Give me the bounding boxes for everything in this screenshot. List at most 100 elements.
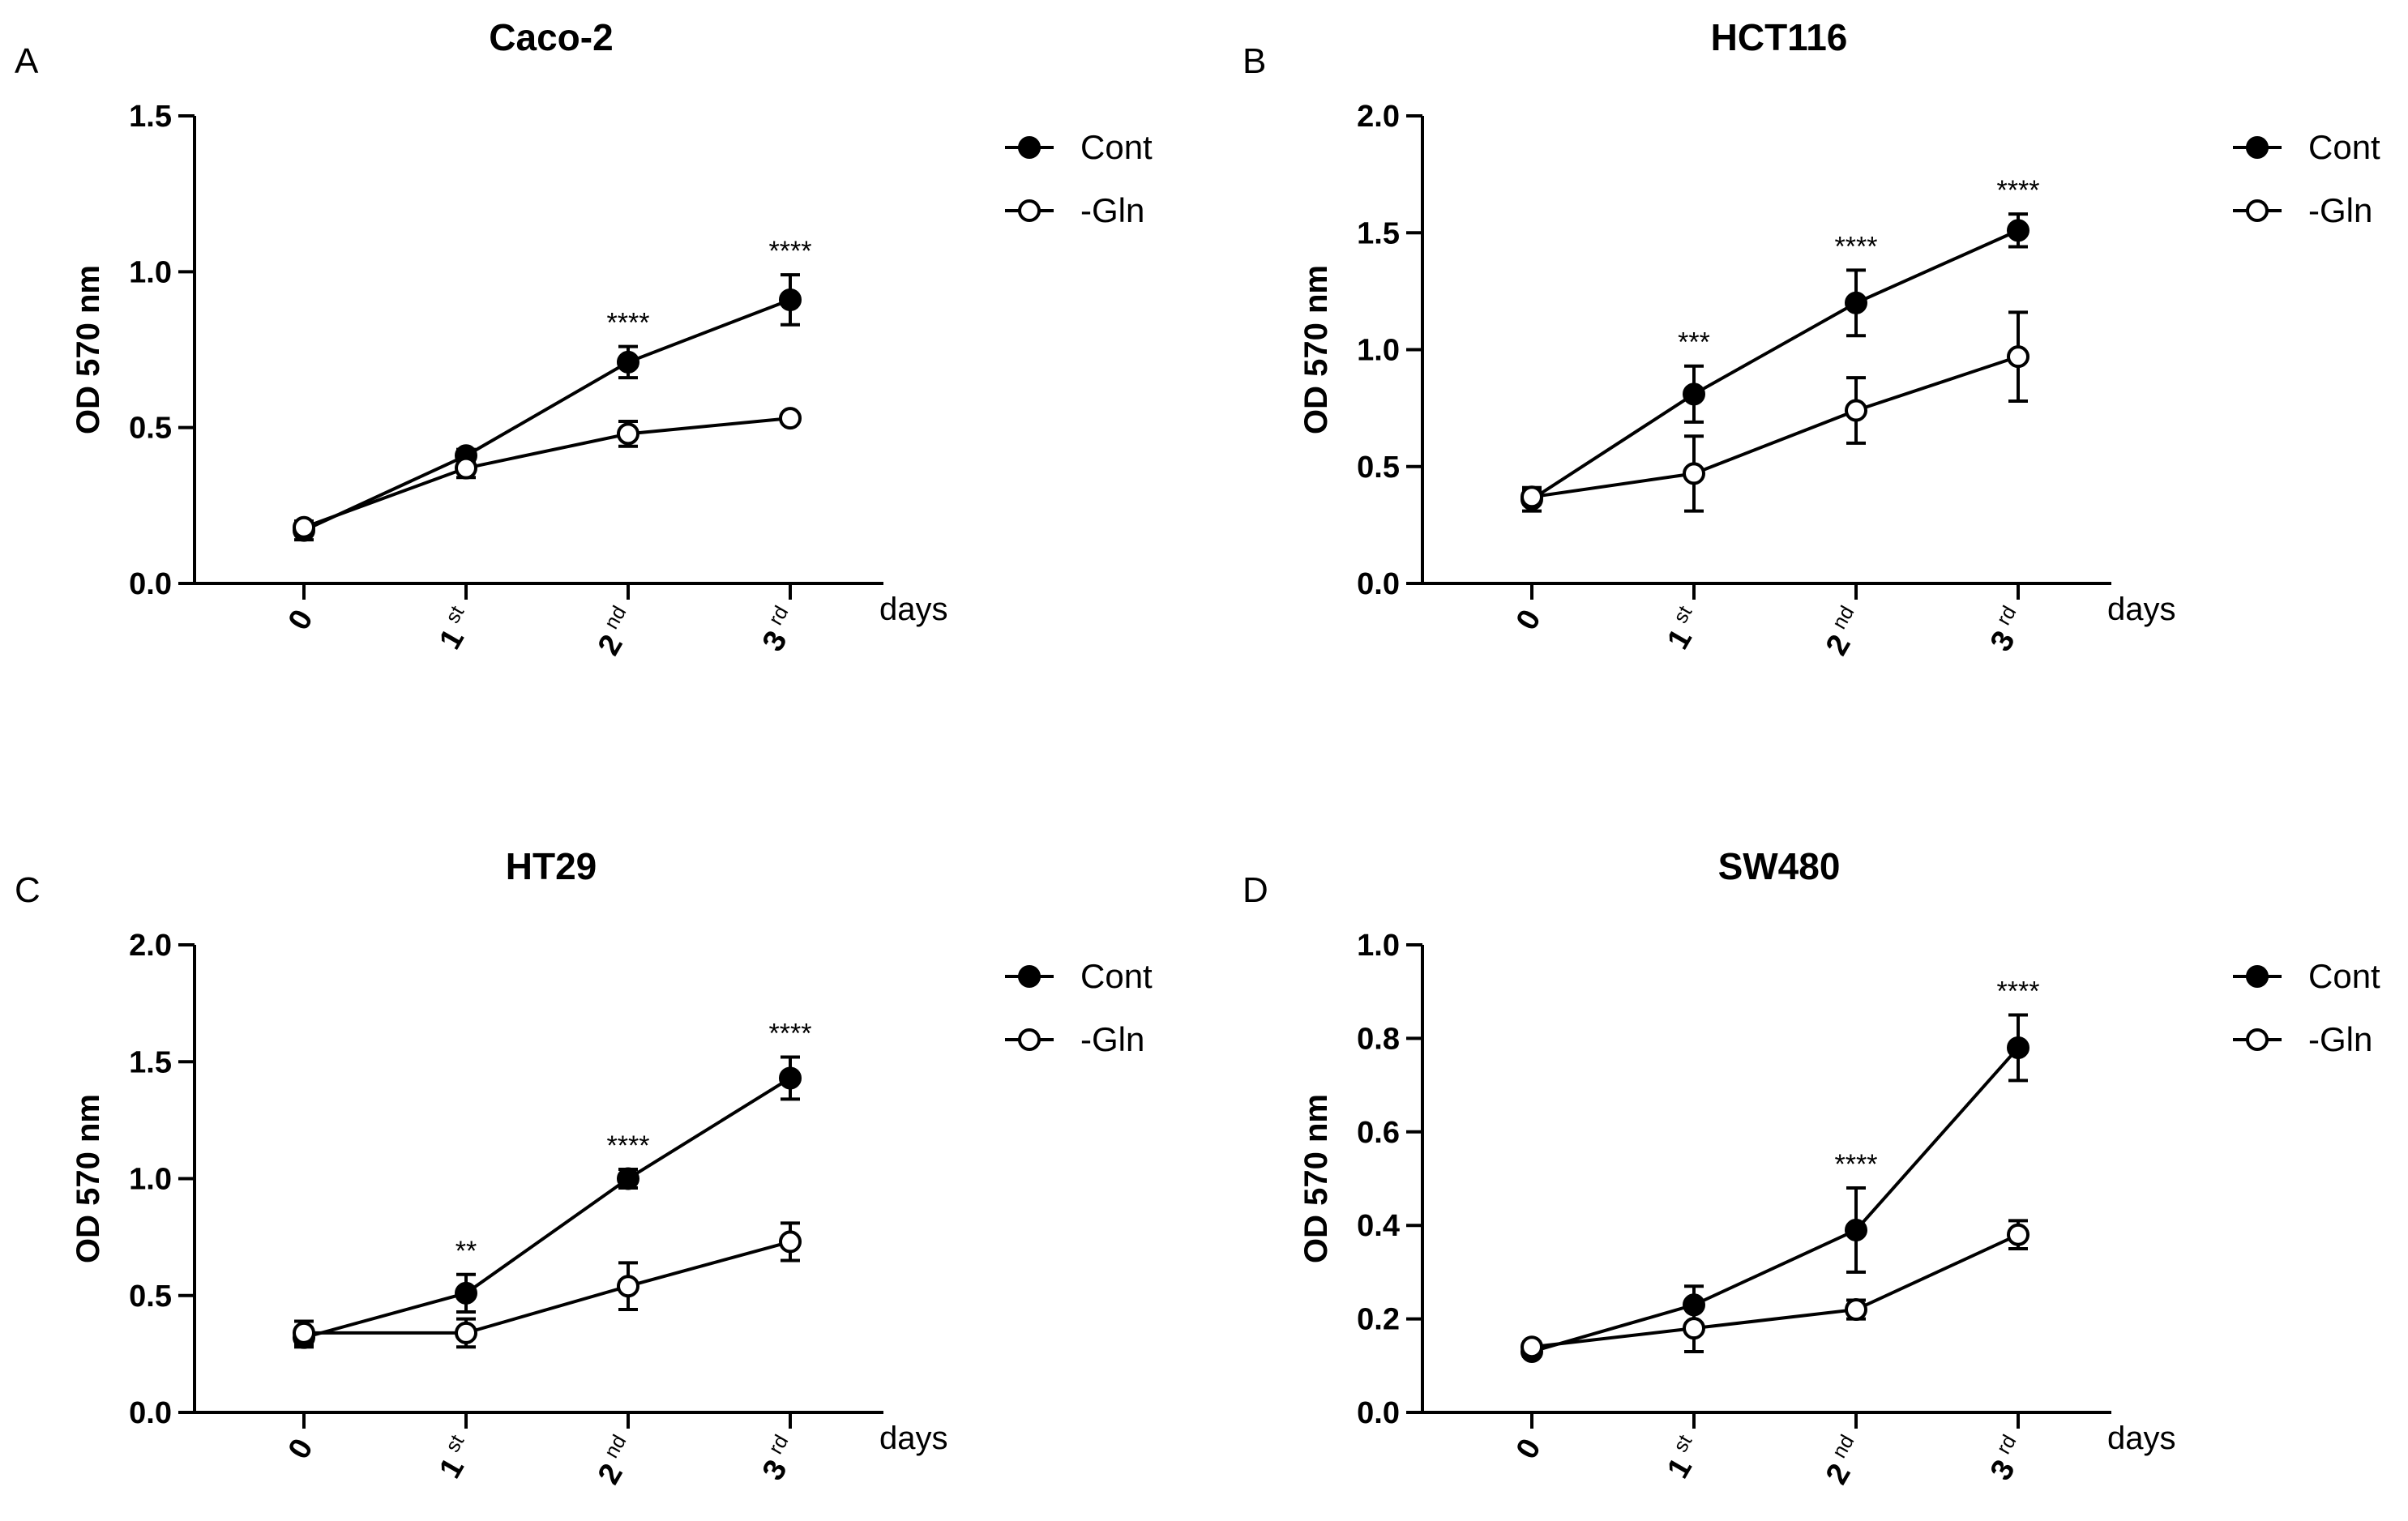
data-point-gln [455,1321,477,1344]
data-point-gln [1845,399,1867,422]
y-tick-label: 0.0 [129,1396,172,1430]
legend-entry-cont: Cont [1005,957,1153,995]
significance-label: *** [1678,327,1710,358]
legend-entry-gln: -Gln [2233,191,2372,229]
legend-entry-gln: -Gln [1005,1020,1144,1058]
y-tick-label: 1.5 [129,1045,172,1079]
y-axis-label: OD 570 nm [1298,1094,1334,1263]
data-point-gln [617,1275,639,1298]
significance-label: **** [607,1130,650,1161]
series-line-gln [1531,1233,2019,1349]
significance-label: **** [1997,175,2040,206]
data-point-gln [2007,1223,2029,1246]
y-tick-label: 1.0 [129,255,172,289]
panel-b: B HCT116 0.0 0.5 1.0 1.5 2.0 OD 570 nm 0 1st 2nd 3r… [1242,16,2380,661]
legend-label: -Gln [1080,191,1144,229]
x-tick-label: 1st [1657,1431,1710,1485]
chart-title: Caco-2 [489,16,613,58]
y-tick-label: 0.2 [1357,1303,1400,1337]
significance-label: **** [1835,1149,1878,1180]
y-tick-label: 0.8 [1357,1022,1400,1056]
panel-label: A [15,41,39,81]
data-point-gln [1521,485,1543,509]
data-point-cont [1845,291,1867,314]
significance-label: ** [456,1236,477,1267]
legend-entry-gln: -Gln [1005,191,1144,229]
y-tick-label: 0.4 [1357,1209,1400,1243]
legend-entry-cont: Cont [1005,128,1153,166]
x-axis-label: days [2107,1421,2176,1456]
y-tick-label: 0.6 [1357,1116,1400,1150]
panel-label: C [15,870,41,910]
chart-title: HCT116 [1711,16,1848,58]
y-axis-label: OD 570 nm [71,1094,106,1263]
y-tick-label: 1.0 [1357,334,1400,368]
data-point-gln [2007,345,2029,369]
y-axis-label: OD 570 nm [1298,265,1334,434]
data-point-gln [293,515,315,539]
data-point-cont [1845,1218,1867,1241]
legend-entry-gln: -Gln [2233,1020,2372,1058]
legend-label: Cont [2308,128,2380,166]
data-point-cont [1683,382,1705,406]
y-axis-label: OD 570 nm [71,265,106,434]
x-axis-label: days [879,592,948,627]
x-axis-label: days [879,1421,948,1456]
x-tick-label: 2nd [588,1431,644,1490]
x-tick-label: 1st [1657,602,1710,656]
x-tick-label: 3rd [752,602,806,657]
y-tick-label: 1.5 [1357,216,1400,250]
series-line-gln [1531,355,2019,499]
panel-d: D SW480 0.0 0.2 0.4 0.6 0.8 1.0 OD 570 nm 0 1st 2nd… [1242,845,2380,1490]
y-tick-label: 2.0 [129,929,172,963]
legend-label: -Gln [1080,1020,1144,1058]
y-tick-label: 0.5 [129,412,172,446]
legend-entry-cont: Cont [2233,128,2380,166]
legend-label: -Gln [2308,191,2372,229]
significance-label: **** [1835,231,1878,262]
significance-label: **** [769,1018,812,1049]
data-point-cont [779,288,802,311]
significance-label: **** [1997,976,2040,1007]
x-tick-label: 0 [282,1433,320,1465]
x-tick-label: 2nd [588,602,644,661]
panel-label: B [1242,41,1266,81]
data-point-gln [779,407,802,430]
series-line-cont [1530,229,2019,501]
significance-label: **** [769,236,812,267]
y-tick-label: 1.0 [129,1163,172,1197]
data-point-gln [1845,1298,1867,1322]
x-tick-label: 0 [1510,1433,1548,1465]
panel-a: A Caco-2 0.0 0.5 1.0 1.5 OD 570 nm 0 1st 2nd 3rd da… [15,16,1153,661]
data-point-cont [779,1066,802,1090]
data-point-cont [455,1281,477,1305]
data-point-cont [2007,1036,2029,1059]
legend-label: Cont [1080,957,1153,995]
x-tick-label: 3rd [1980,602,2034,657]
y-tick-label: 0.5 [129,1280,172,1314]
y-tick-label: 0.0 [1357,567,1400,601]
panel-c: C HT29 0.0 0.5 1.0 1.5 2.0 OD 570 nm 0 1st 2nd 3rd d… [15,845,1153,1490]
x-tick-label: 3rd [1980,1431,2034,1486]
data-point-gln [779,1230,802,1254]
panel-label: D [1242,870,1268,910]
y-tick-label: 0.5 [1357,451,1400,485]
data-point-cont [1683,1293,1705,1317]
legend-label: Cont [1080,128,1153,166]
data-point-gln [293,1321,315,1344]
y-tick-label: 1.5 [129,100,172,134]
series-line-gln [304,1240,791,1335]
x-tick-label: 1st [430,1431,482,1485]
legend-entry-cont: Cont [2233,957,2380,995]
data-point-gln [1683,1317,1705,1340]
series-line-cont [1531,1046,2020,1353]
x-tick-label: 2nd [1816,1431,1872,1490]
data-point-cont [617,350,639,374]
y-tick-label: 2.0 [1357,100,1400,134]
x-tick-label: 0 [1510,605,1548,636]
x-tick-label: 2nd [1816,602,1872,661]
chart-title: HT29 [506,845,597,887]
y-tick-label: 0.0 [1357,1396,1400,1430]
y-tick-label: 1.0 [1357,929,1400,963]
